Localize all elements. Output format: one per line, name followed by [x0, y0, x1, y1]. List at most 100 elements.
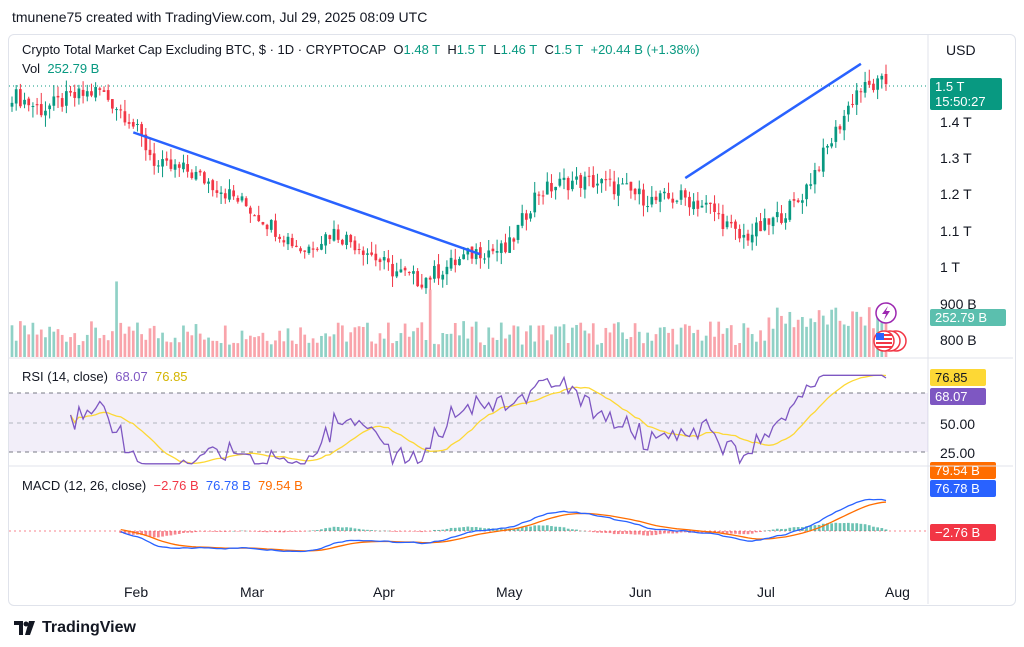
macd-hist-bar [566, 528, 570, 531]
candle-body [550, 182, 553, 192]
us-flag-icon[interactable] [873, 330, 895, 352]
candle-body [516, 224, 520, 240]
candle-body [35, 104, 39, 106]
candle-body [809, 184, 813, 186]
volume-bar [374, 343, 378, 357]
macd-hist-bar [780, 528, 783, 531]
candle-body [742, 234, 746, 238]
candle-body [278, 236, 281, 239]
candle-body [738, 228, 741, 239]
macd-hist-bar [449, 527, 453, 531]
volume-bar [152, 325, 156, 357]
macd-hist-bar [750, 531, 754, 534]
volume-bar [144, 339, 148, 357]
volume-bar [357, 326, 361, 357]
candle-body [449, 257, 453, 269]
volume-bar [545, 340, 549, 357]
volume-bar [629, 337, 633, 357]
last-price: 1.5 T [935, 79, 965, 94]
volume-bar [780, 315, 783, 357]
candle-body [566, 178, 570, 191]
volume-bar [399, 333, 403, 357]
volume-bar [767, 317, 771, 357]
candle-body [830, 143, 833, 147]
volume-bar [106, 340, 110, 357]
volume-bar [554, 326, 557, 357]
volume-bar [278, 330, 281, 357]
candle-body [863, 82, 867, 93]
symbol-legend[interactable]: Crypto Total Market Cap Excluding BTC, $… [22, 42, 700, 57]
candle-body [420, 284, 424, 288]
volume-bar [311, 338, 315, 357]
candle-body [207, 181, 210, 184]
macd-hist-bar [746, 531, 750, 535]
lightning-glyph [882, 306, 890, 320]
trendline [684, 62, 862, 180]
macd-hist-bar [646, 531, 649, 536]
macd-hist-bar [520, 526, 524, 531]
tradingview-logo[interactable]: TradingView [14, 619, 136, 637]
macd-hist-bar [579, 530, 583, 532]
candle-body [692, 201, 695, 210]
candle-body [805, 184, 808, 200]
volume-bar [571, 327, 574, 357]
macd-hist-bar [667, 531, 670, 534]
candle-body [161, 159, 164, 167]
volume-bar [119, 322, 123, 357]
chart-credit: tmunene75 created with TradingView.com, … [12, 9, 428, 25]
volume-bar [805, 326, 808, 357]
macd-hist-bar [742, 531, 746, 535]
candle-body [658, 193, 662, 202]
candle-body [391, 263, 394, 277]
candle-body [144, 134, 148, 151]
macd-hist-bar [842, 523, 846, 531]
candle-body [734, 221, 737, 229]
candle-body [85, 91, 89, 97]
price-tick: 800 B [940, 332, 977, 348]
candle-body [399, 269, 403, 273]
volume-bar [307, 342, 311, 357]
macd-hist-bar [654, 531, 658, 535]
volume-bar [704, 335, 708, 357]
candle-body [127, 122, 131, 124]
volume-bar [157, 338, 160, 357]
macd-hist-bar [157, 531, 160, 538]
macd-hist-bar [462, 527, 465, 531]
macd-legend[interactable]: MACD (12, 26, close) −2.76 B 76.78 B 79.… [22, 478, 303, 493]
candle-body [646, 206, 649, 208]
volume-value: 252.79 B [47, 61, 100, 76]
candle-body [867, 80, 871, 85]
candle-body [361, 250, 365, 255]
candle-body [755, 222, 758, 237]
candle-body [433, 265, 436, 279]
macd-hist-bar [721, 531, 725, 534]
candle-body [211, 180, 215, 191]
volume-bar [784, 323, 787, 357]
volume-badge: 252.79 B [930, 309, 1006, 326]
macd-hist-bar [759, 531, 762, 532]
volume-bar [499, 322, 503, 357]
volume-legend[interactable]: Vol 252.79 B [22, 61, 99, 76]
volume-bar [282, 341, 286, 357]
volume-bar [625, 338, 629, 357]
macd-hist-bar [257, 531, 261, 532]
currency-button[interactable]: USD [946, 42, 976, 58]
volume-bar [721, 333, 725, 357]
volume-bar [232, 342, 235, 357]
macd-hist-bar [324, 528, 327, 531]
volume-bar [738, 343, 741, 357]
volume-bar [663, 327, 666, 357]
candle-body [842, 115, 846, 131]
volume-bar [257, 336, 261, 357]
volume-bar [269, 344, 273, 357]
macd-hist-bar [144, 531, 148, 537]
volume-bar [637, 331, 641, 357]
candle-body [186, 164, 189, 172]
volume-bar [817, 310, 821, 357]
rsi-legend[interactable]: RSI (14, close) 68.07 76.85 [22, 369, 188, 384]
candle-body [357, 249, 361, 251]
trendlines[interactable] [132, 62, 862, 256]
macd-hist-bar [165, 531, 169, 536]
volume-bar [77, 344, 81, 357]
